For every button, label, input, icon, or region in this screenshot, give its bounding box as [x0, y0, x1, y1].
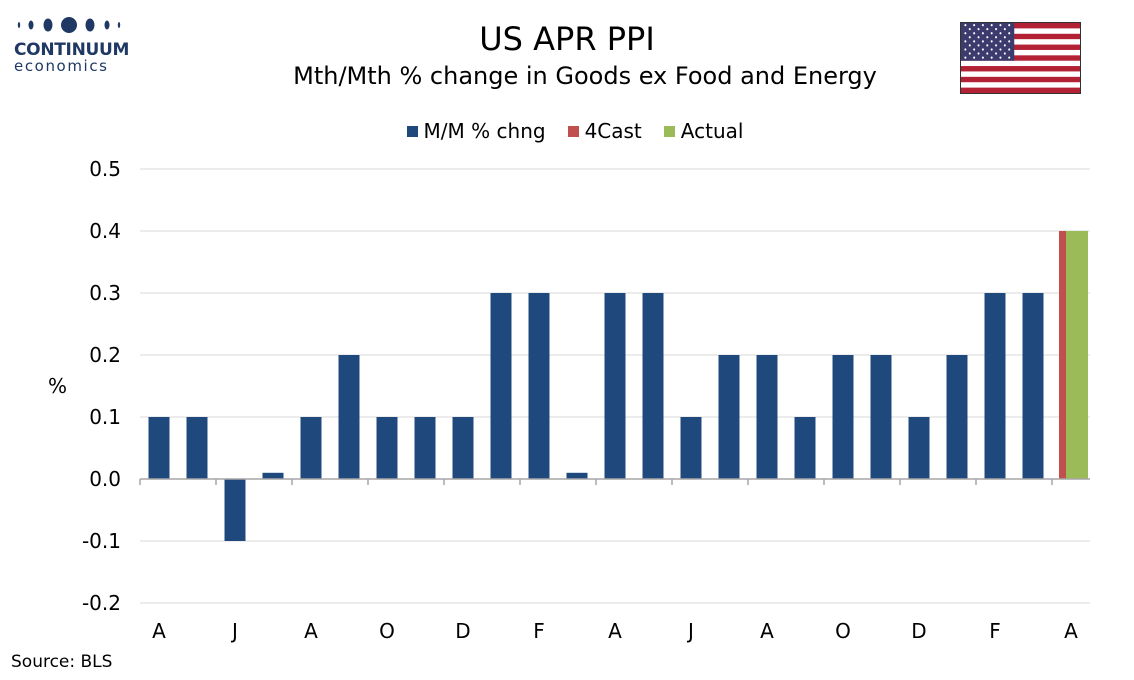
bar-mm	[528, 293, 550, 479]
chart-subtitle: Mth/Mth % change in Goods ex Food and En…	[293, 62, 877, 90]
us-flag-icon	[960, 22, 1081, 94]
bar-mm	[984, 293, 1006, 479]
bar-mm	[870, 355, 892, 479]
bar-mm	[642, 293, 664, 479]
bar-mm	[224, 479, 246, 541]
x-tick-label: F	[989, 619, 1001, 643]
bar-mm	[452, 417, 474, 479]
bar-mm	[908, 417, 930, 479]
y-tick-label: 0.3	[89, 281, 121, 305]
y-tick-label: 0.1	[89, 405, 121, 429]
chart-title: US APR PPI	[479, 20, 655, 58]
y-tick-label: -0.2	[82, 591, 121, 615]
legend-swatch-4cast	[567, 125, 579, 137]
bar-mm	[946, 355, 968, 479]
bar-mm	[566, 472, 588, 479]
x-tick-label: A	[760, 619, 774, 643]
bar-4cast	[1059, 231, 1066, 479]
bar-actual	[1066, 231, 1088, 479]
bar-mm	[338, 355, 360, 479]
y-tick-label: 0.4	[89, 219, 121, 243]
x-tick-label: F	[533, 619, 545, 643]
continuum-logo: CONTINUUM economics	[14, 14, 134, 75]
bar-mm	[680, 417, 702, 479]
x-tick-label: A	[1064, 619, 1078, 643]
legend-swatch-mm	[406, 125, 418, 137]
bar-mm	[148, 417, 170, 479]
logo-name: CONTINUUM	[14, 40, 130, 60]
legend-item-4cast: 4Cast	[567, 119, 642, 143]
x-tick-label: D	[911, 619, 926, 643]
logo-sub: economics	[14, 57, 109, 75]
x-tick-label: A	[152, 619, 166, 643]
x-tick-label: O	[379, 619, 395, 643]
bar-mm	[756, 355, 778, 479]
x-tick-label: A	[608, 619, 622, 643]
y-tick-label: 0.0	[89, 467, 121, 491]
y-axis-label: %	[48, 374, 68, 398]
bar-mm	[832, 355, 854, 479]
bar-mm	[490, 293, 512, 479]
bar-mm	[718, 355, 740, 479]
legend-label-actual: Actual	[680, 119, 744, 143]
y-tick-label: 0.2	[89, 343, 121, 367]
legend-item-actual: Actual	[663, 119, 744, 143]
x-tick-label: D	[455, 619, 470, 643]
x-tick-label: J	[686, 619, 694, 643]
chart-legend: M/M % chng 4Cast Actual	[0, 119, 1134, 143]
x-tick-label: A	[304, 619, 318, 643]
x-tick-label: J	[230, 619, 238, 643]
legend-label-4cast: 4Cast	[584, 119, 642, 143]
y-tick-label: 0.5	[89, 157, 121, 181]
bar-mm	[376, 417, 398, 479]
bar-mm	[300, 417, 322, 479]
bar-mm	[794, 417, 816, 479]
source-note: Source: BLS	[11, 652, 113, 672]
x-tick-label: O	[835, 619, 851, 643]
bar-mm	[262, 472, 284, 479]
y-tick-label: -0.1	[82, 529, 121, 553]
legend-label-mm: M/M % chng	[423, 119, 546, 143]
bar-mm	[604, 293, 626, 479]
legend-item-mm: M/M % chng	[406, 119, 546, 143]
legend-swatch-actual	[663, 125, 675, 137]
bar-mm	[186, 417, 208, 479]
bar-mm	[1022, 293, 1044, 479]
logo-dots-icon	[17, 17, 121, 33]
bar-mm	[414, 417, 436, 479]
